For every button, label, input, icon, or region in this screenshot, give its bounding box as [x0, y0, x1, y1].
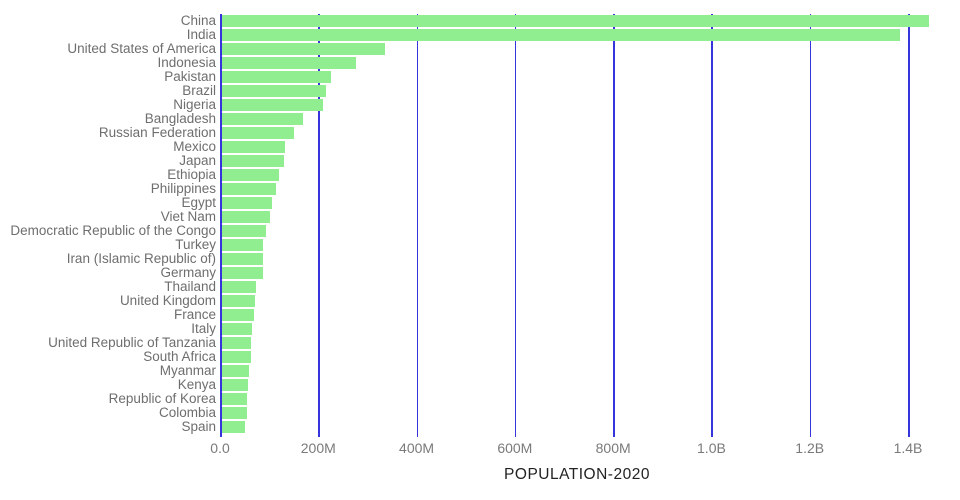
category-label: South Africa — [143, 349, 216, 364]
gridline — [416, 14, 419, 437]
category-label: Iran (Islamic Republic of) — [66, 251, 216, 266]
x-tick-label: 1.0B — [697, 440, 726, 456]
category-label: Democratic Republic of the Congo — [10, 223, 216, 238]
category-label: United Republic of Tanzania — [48, 335, 216, 350]
category-label: India — [186, 27, 216, 42]
category-label: Spain — [181, 419, 216, 434]
gridline — [514, 14, 517, 437]
x-tick-label: 800M — [595, 440, 631, 456]
bar — [222, 309, 255, 321]
category-label: Myanmar — [159, 363, 216, 378]
bar — [222, 407, 247, 419]
bar — [222, 197, 273, 209]
x-tick-label: 0.0 — [210, 440, 230, 456]
bar — [222, 211, 270, 223]
bar — [222, 183, 276, 195]
bar — [222, 155, 285, 167]
category-label: Russian Federation — [98, 125, 216, 140]
bar — [222, 85, 327, 97]
bar — [222, 169, 279, 181]
bar — [222, 113, 303, 125]
bar — [222, 267, 264, 279]
y-axis-category-labels: China India United States of America Indone… — [0, 14, 216, 434]
bar — [222, 225, 267, 237]
gridline — [613, 14, 615, 437]
x-tick-label: 1.2B — [795, 440, 825, 456]
category-label: Germany — [160, 265, 216, 280]
bar — [222, 29, 901, 41]
category-label: Nigeria — [173, 97, 216, 112]
category-label: Thailand — [164, 279, 216, 294]
bar — [222, 393, 248, 405]
category-label: Turkey — [175, 237, 216, 252]
bar — [222, 15, 930, 27]
bar — [222, 141, 286, 153]
bar — [222, 379, 249, 391]
category-label: Egypt — [181, 195, 216, 210]
category-label: Italy — [191, 321, 216, 336]
category-label: Ethiopia — [167, 167, 216, 182]
category-label: Kenya — [177, 377, 216, 392]
gridline — [809, 14, 812, 437]
x-axis-tick-labels: 0.0 200M 400M 600M 800M 1.0B 1.2B 1.4B — [210, 440, 936, 458]
category-label: United States of America — [67, 41, 216, 56]
category-label: Philippines — [150, 181, 216, 196]
x-tick-label: 1.4B — [893, 440, 923, 456]
category-label: China — [180, 13, 216, 28]
bar — [222, 337, 252, 349]
category-label: Bangladesh — [144, 111, 216, 126]
x-axis-title: POPULATION-2020 — [504, 466, 650, 483]
category-label: Pakistan — [164, 69, 216, 84]
bar — [222, 57, 357, 69]
bar — [222, 99, 324, 111]
plot-area — [220, 14, 936, 437]
x-tick-label: 600M — [497, 440, 533, 456]
bar — [222, 421, 245, 433]
category-label: Brazil — [182, 83, 216, 98]
category-label: Indonesia — [157, 55, 216, 70]
category-label: Japan — [179, 153, 216, 168]
bar — [222, 253, 264, 265]
bar — [222, 351, 252, 363]
gridline — [318, 14, 320, 437]
x-tick-label: 400M — [399, 440, 435, 456]
category-label: Viet Nam — [160, 209, 216, 224]
gridline — [908, 14, 910, 437]
bar — [222, 43, 385, 55]
bar — [222, 239, 264, 251]
gridline — [711, 14, 713, 437]
bar — [222, 323, 252, 335]
category-label: United Kingdom — [119, 293, 216, 308]
y-axis-line — [220, 14, 222, 437]
bar — [222, 365, 249, 377]
bar — [222, 71, 331, 83]
category-label: Mexico — [173, 139, 216, 154]
bar — [222, 281, 257, 293]
category-label: Republic of Korea — [108, 391, 216, 406]
x-tick-label: 200M — [300, 440, 336, 456]
bar — [222, 295, 256, 307]
bar — [222, 127, 294, 139]
category-label: France — [173, 307, 216, 322]
category-label: Colombia — [158, 405, 216, 420]
